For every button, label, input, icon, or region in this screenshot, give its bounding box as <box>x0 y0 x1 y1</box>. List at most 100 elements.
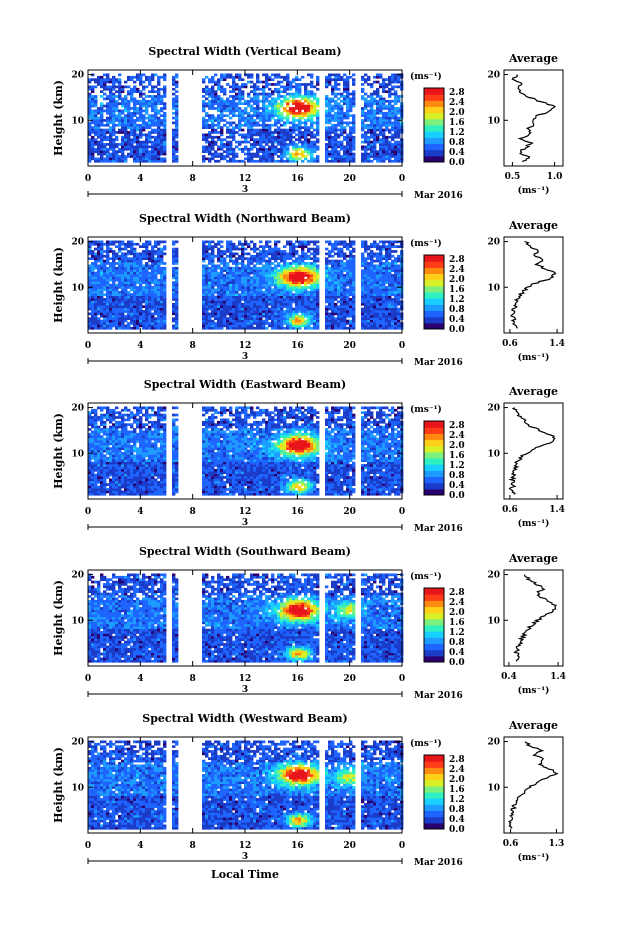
heatmap-cell <box>97 307 101 311</box>
heatmap-cell <box>226 264 230 268</box>
heatmap-cell <box>115 245 119 248</box>
heatmap-cell <box>283 133 287 137</box>
heatmap-cell <box>268 288 272 292</box>
heatmap-cell <box>307 326 311 330</box>
heatmap-cell <box>154 269 158 272</box>
heatmap-cell <box>334 133 338 137</box>
heatmap-cell <box>211 102 215 105</box>
heatmap-cell <box>265 135 269 139</box>
heatmap-cell <box>121 97 125 101</box>
heatmap-cell <box>139 264 143 268</box>
heatmap-cell <box>130 257 134 260</box>
heatmap-cell <box>289 324 293 328</box>
heatmap-cell <box>115 143 119 146</box>
heatmap-cell <box>175 99 179 103</box>
heatmap-cell <box>220 269 224 272</box>
heatmap-cell <box>301 278 305 282</box>
heatmap-cell <box>163 293 167 296</box>
heatmap-cell <box>202 252 206 256</box>
heatmap-cell <box>103 319 107 323</box>
heatmap-cell <box>157 312 161 316</box>
heatmap-cell <box>130 322 134 325</box>
heatmap-cell <box>307 314 311 318</box>
heatmap-cell <box>229 324 233 328</box>
heatmap-cell <box>247 293 251 296</box>
heatmap-cell <box>385 116 389 120</box>
heatmap-cell <box>163 138 167 141</box>
heatmap-cell <box>262 102 266 105</box>
heatmap-cell <box>97 295 101 299</box>
heatmap-cell <box>232 159 236 163</box>
heatmap-cell <box>100 288 104 292</box>
heatmap-cell <box>139 90 143 93</box>
heatmap-cell <box>223 114 227 117</box>
heatmap-cell <box>289 293 293 296</box>
heatmap-cell <box>223 102 227 105</box>
heatmap-cell <box>88 247 92 251</box>
heatmap-cell <box>106 245 110 248</box>
heatmap-cell <box>223 99 227 103</box>
heatmap-cell <box>370 109 374 113</box>
heatmap-cell <box>346 155 350 158</box>
heatmap-cell <box>223 155 227 158</box>
heatmap-cell <box>220 286 224 289</box>
heatmap-cell <box>268 257 272 260</box>
heatmap-cell <box>217 295 221 299</box>
heatmap-cell <box>307 295 311 299</box>
heatmap-cell <box>298 140 302 144</box>
heatmap-cell <box>106 78 110 81</box>
heatmap-cell <box>316 293 320 296</box>
heatmap-cell <box>232 97 236 101</box>
heatmap-cell <box>163 157 167 161</box>
heatmap-cell <box>91 128 95 132</box>
heatmap-cell <box>250 247 254 251</box>
heatmap-cell <box>94 288 98 292</box>
heatmap-cell <box>253 97 257 101</box>
heatmap-cell <box>175 135 179 139</box>
heatmap-cell <box>397 159 401 163</box>
heatmap-cell <box>109 80 113 84</box>
heatmap-cell <box>334 305 338 308</box>
heatmap-cell <box>103 147 107 151</box>
heatmap-cell <box>103 73 107 77</box>
heatmap-cell <box>163 324 167 328</box>
heatmap-cell <box>253 131 257 134</box>
heatmap-cell <box>94 95 98 98</box>
heatmap-cell <box>262 278 266 282</box>
heatmap-cell <box>247 271 251 275</box>
heatmap-cell <box>280 326 284 330</box>
heatmap-cell <box>175 314 179 318</box>
heatmap-cell <box>298 271 302 275</box>
heatmap-cell <box>376 87 380 91</box>
heatmap-cell <box>163 159 167 163</box>
heatmap-cell <box>157 298 161 301</box>
heatmap-cell <box>277 240 281 244</box>
heatmap-cell <box>121 140 125 144</box>
heatmap-cell <box>247 300 251 304</box>
heatmap-cell <box>94 312 98 316</box>
heatmap-cell <box>229 245 233 248</box>
heatmap-cell <box>265 295 269 299</box>
heatmap-cell <box>262 119 266 122</box>
heatmap-cell <box>151 131 155 134</box>
heatmap-cell <box>295 269 299 272</box>
heatmap-cell <box>133 119 137 122</box>
heatmap-cell <box>331 298 335 301</box>
heatmap-cell <box>226 73 230 77</box>
heatmap-cell <box>244 102 248 105</box>
heatmap-cell <box>277 326 281 330</box>
colorbar-segment <box>424 100 444 107</box>
heatmap-cell <box>286 102 290 105</box>
heatmap-cell <box>247 99 251 103</box>
heatmap-cell <box>325 111 329 115</box>
heatmap-cell <box>274 295 278 299</box>
heatmap-cell <box>109 305 113 308</box>
heatmap-cell <box>172 111 176 115</box>
heatmap-cell <box>259 271 263 275</box>
heatmap-cell <box>145 319 149 323</box>
heatmap-cell <box>262 157 266 161</box>
heatmap-cell <box>277 252 281 256</box>
heatmap-cell <box>241 159 245 163</box>
heatmap-cell <box>130 259 134 263</box>
heatmap-cell <box>397 85 401 89</box>
